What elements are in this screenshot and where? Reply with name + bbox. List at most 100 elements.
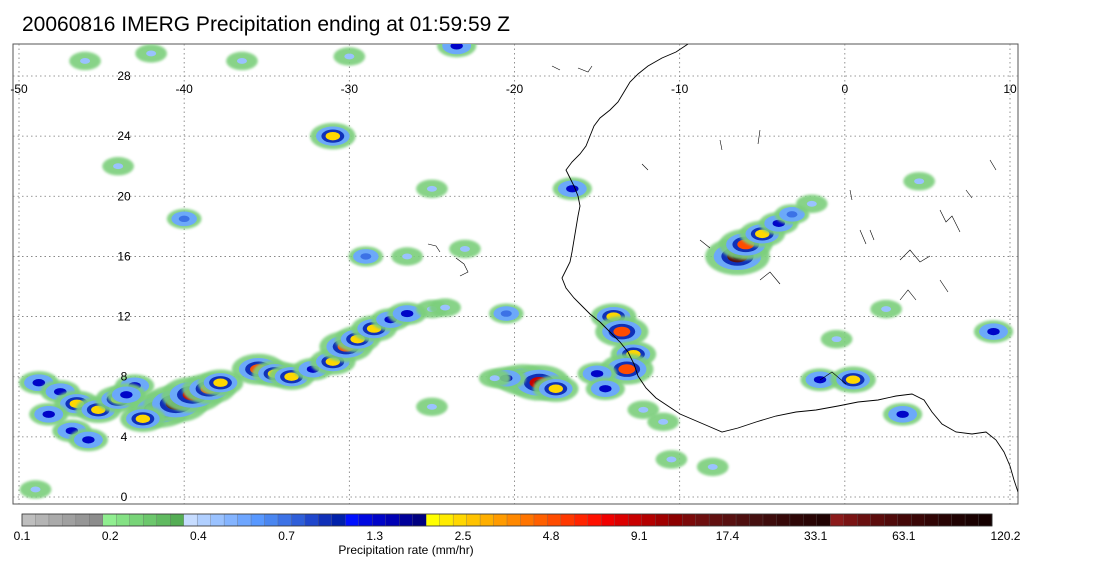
colorbar: 0.1 0.2 0.4 0.7 1.3 2.5 4.8 9.1 17.4 33.1 63.1 120.…	[14, 513, 1021, 543]
colorbar-tick-label: 63.1	[892, 529, 916, 543]
colorbar-swatch	[264, 513, 279, 527]
lat-tick-label: 8	[121, 370, 128, 384]
colorbar-swatch	[857, 513, 872, 527]
colorbar-swatch	[964, 513, 979, 527]
colorbar-swatch	[48, 513, 63, 527]
precip-core	[914, 178, 925, 185]
colorbar-tick-label: 0.1	[14, 529, 31, 543]
colorbar-swatch	[911, 513, 926, 527]
colorbar-tick-label: 4.8	[543, 529, 560, 543]
colorbar-title: Precipitation rate (mm/hr)	[338, 543, 473, 557]
colorbar-tick-label: 17.4	[716, 529, 740, 543]
precip-core	[881, 306, 892, 312]
gridlines	[13, 44, 1018, 504]
colorbar-swatch	[520, 513, 535, 527]
precip-core	[987, 327, 1000, 336]
precip-core	[113, 163, 124, 170]
africa-west-coastline	[561, 44, 1018, 493]
colorbar-tick-label: 0.2	[102, 529, 119, 543]
colorbar-swatch	[628, 513, 643, 527]
colorbar-tick-label: 1.3	[366, 529, 383, 543]
colorbar-swatch	[223, 513, 239, 527]
colorbar-swatch	[35, 513, 50, 527]
colorbar-swatch	[681, 513, 697, 527]
axis-labels: -50 -40 -30 -20 -10 0 10 0 4 8 12 16 20 24 28	[10, 69, 1017, 504]
colorbar-swatch	[385, 513, 400, 527]
precip-core	[284, 372, 299, 381]
lon-tick-label: -50	[10, 82, 28, 96]
colorbar-swatch	[102, 513, 117, 527]
precip-core	[344, 53, 355, 60]
precip-core	[459, 245, 470, 252]
precip-core	[80, 58, 91, 64]
precip-core	[618, 364, 636, 375]
map-title: 20060816 IMERG Precipitation ending at 0…	[22, 13, 510, 36]
colorbar-swatch	[924, 513, 939, 527]
lon-tick-label: -10	[671, 82, 689, 96]
precip-core	[666, 456, 677, 463]
colorbar-swatch	[601, 513, 616, 527]
precip-core	[146, 50, 157, 57]
colorbar-swatch	[533, 513, 548, 527]
precip-core	[426, 403, 437, 410]
precip-core	[566, 185, 579, 193]
colorbar-swatch	[937, 513, 953, 527]
precip-core	[426, 185, 437, 192]
colorbar-swatch	[803, 513, 818, 527]
colorbar-swatch	[749, 513, 764, 527]
colorbar-swatch	[277, 513, 292, 527]
colorbar-swatch	[695, 513, 710, 527]
lon-tick-label: -40	[175, 82, 193, 96]
colorbar-swatch	[708, 513, 724, 527]
colorbar-swatch	[655, 513, 670, 527]
colorbar-swatch	[587, 513, 602, 527]
precip-core	[489, 375, 500, 382]
colorbar-swatch	[843, 513, 858, 527]
lon-tick-label: -30	[341, 82, 359, 96]
precip-core	[178, 215, 190, 223]
lon-tick-label: -20	[506, 82, 524, 96]
precip-core	[599, 385, 612, 393]
precip-core	[548, 384, 563, 393]
colorbar-swatch	[399, 513, 414, 527]
precip-core	[32, 379, 46, 387]
precip-core	[400, 309, 414, 318]
colorbar-swatch	[196, 513, 212, 527]
precip-core	[658, 418, 669, 425]
plot-frame	[12, 43, 1019, 505]
colorbar-swatch	[830, 513, 845, 527]
colorbar-swatch	[183, 513, 198, 527]
colorbar-swatch	[210, 513, 225, 527]
precip-core	[845, 375, 861, 384]
colorbar-swatch	[75, 513, 90, 527]
colorbar-swatch	[641, 513, 656, 527]
colorbar-swatch	[897, 513, 912, 527]
precip-core	[82, 436, 95, 444]
lon-tick-label: 0	[841, 82, 848, 96]
colorbar-swatch	[574, 513, 589, 527]
colorbar-swatch	[345, 513, 360, 527]
colorbar-swatch	[722, 513, 737, 527]
colorbar-swatch	[762, 513, 777, 527]
colorbar-swatch	[372, 513, 387, 527]
precip-core	[213, 378, 228, 387]
precip-cluster-coast-cells	[577, 303, 680, 432]
colorbar-swatch	[884, 513, 899, 527]
precip-cluster-band-mid	[231, 298, 461, 390]
precip-core	[896, 410, 909, 418]
precip-core	[402, 253, 413, 260]
precip-core	[707, 464, 718, 470]
lake-outlines	[427, 65, 649, 277]
precip-core	[120, 391, 133, 399]
colorbar-tick-label: 0.4	[190, 529, 207, 543]
precip-cluster-sahel-cell	[705, 194, 828, 276]
colorbar-swatch	[412, 513, 427, 527]
colorbar-swatch	[21, 513, 36, 527]
colorbar-tick-label: 0.7	[278, 529, 295, 543]
colorbar-swatch	[951, 513, 966, 527]
colorbar-swatch	[614, 513, 629, 527]
precip-cluster-band-west-core	[106, 369, 244, 433]
precip-cluster-band-east	[478, 364, 579, 402]
colorbar-tick-label: 9.1	[631, 529, 648, 543]
precip-core	[806, 200, 817, 207]
